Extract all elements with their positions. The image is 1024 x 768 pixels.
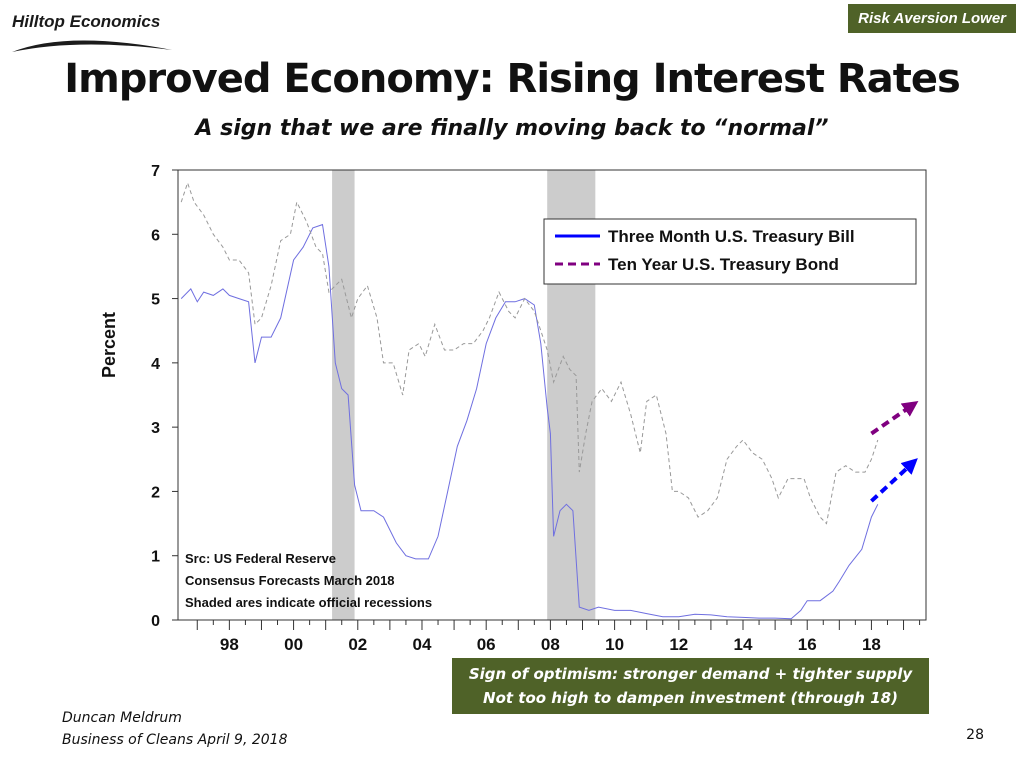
hilltop-logo: Hilltop Economics (8, 10, 178, 60)
y-tick-label: 1 (151, 549, 160, 566)
author-name: Duncan Meldrum (62, 710, 182, 726)
y-tick-label: 3 (151, 420, 160, 437)
x-tick-label: 14 (734, 635, 753, 654)
legend-entry: Three Month U.S. Treasury Bill (608, 227, 855, 246)
legend-box (543, 218, 917, 285)
chart-legend: Three Month U.S. Treasury Bill Ten Year U… (543, 218, 917, 285)
x-tick-label: 06 (477, 635, 496, 654)
recession-band-0 (332, 170, 355, 620)
risk-aversion-tag: Risk Aversion Lower (848, 4, 1016, 33)
page-number: 28 (966, 727, 984, 743)
legend-entry: Ten Year U.S. Treasury Bond (608, 255, 839, 274)
event-name: Business of Cleans April 9, 2018 (62, 732, 288, 748)
y-tick-label: 4 (151, 356, 160, 373)
logo-text: Hilltop Economics (12, 12, 161, 31)
footer-credits: Duncan Meldrum Business of Cleans April … (62, 707, 288, 751)
x-tick-label: 12 (669, 635, 688, 654)
forecast-arrow-three-month-bill (870, 458, 918, 503)
forecast-arrow-ten-year-bond (870, 400, 919, 436)
y-tick-label: 5 (151, 292, 160, 309)
x-tick-label: 02 (348, 635, 367, 654)
x-tick-label: 04 (413, 635, 432, 654)
chart-annotation: Shaded ares indicate official recessions (185, 595, 432, 610)
x-tick-label: 10 (605, 635, 624, 654)
series-line-three-month-bill (180, 223, 879, 620)
y-tick-label: 0 (151, 613, 160, 630)
chart-annotation: Src: US Federal Reserve (185, 551, 336, 566)
chart-annotation: Consensus Forecasts March 2018 (185, 573, 395, 588)
x-tick-label: 98 (220, 635, 239, 654)
y-axis-title: Percent (99, 312, 119, 378)
logo-hill-swoosh-icon (12, 40, 172, 52)
slide-subtitle: A sign that we are finally moving back t… (195, 116, 829, 141)
y-tick-label: 6 (151, 227, 160, 244)
plot-frame (177, 169, 927, 621)
y-tick-label: 2 (151, 484, 160, 501)
slide-title: Improved Economy: Rising Interest Rates (64, 56, 961, 102)
callout-line-2: Not too high to dampen investment (throu… (483, 689, 898, 707)
x-tick-label: 00 (284, 635, 303, 654)
callout-line-1: Sign of optimism: stronger demand + tigh… (468, 665, 913, 683)
x-tick-label: 18 (862, 635, 881, 654)
y-tick-label: 7 (151, 163, 160, 180)
x-tick-label: 16 (798, 635, 817, 654)
x-tick-label: 08 (541, 635, 560, 654)
optimism-callout: Sign of optimism: stronger demand + tigh… (452, 658, 929, 714)
